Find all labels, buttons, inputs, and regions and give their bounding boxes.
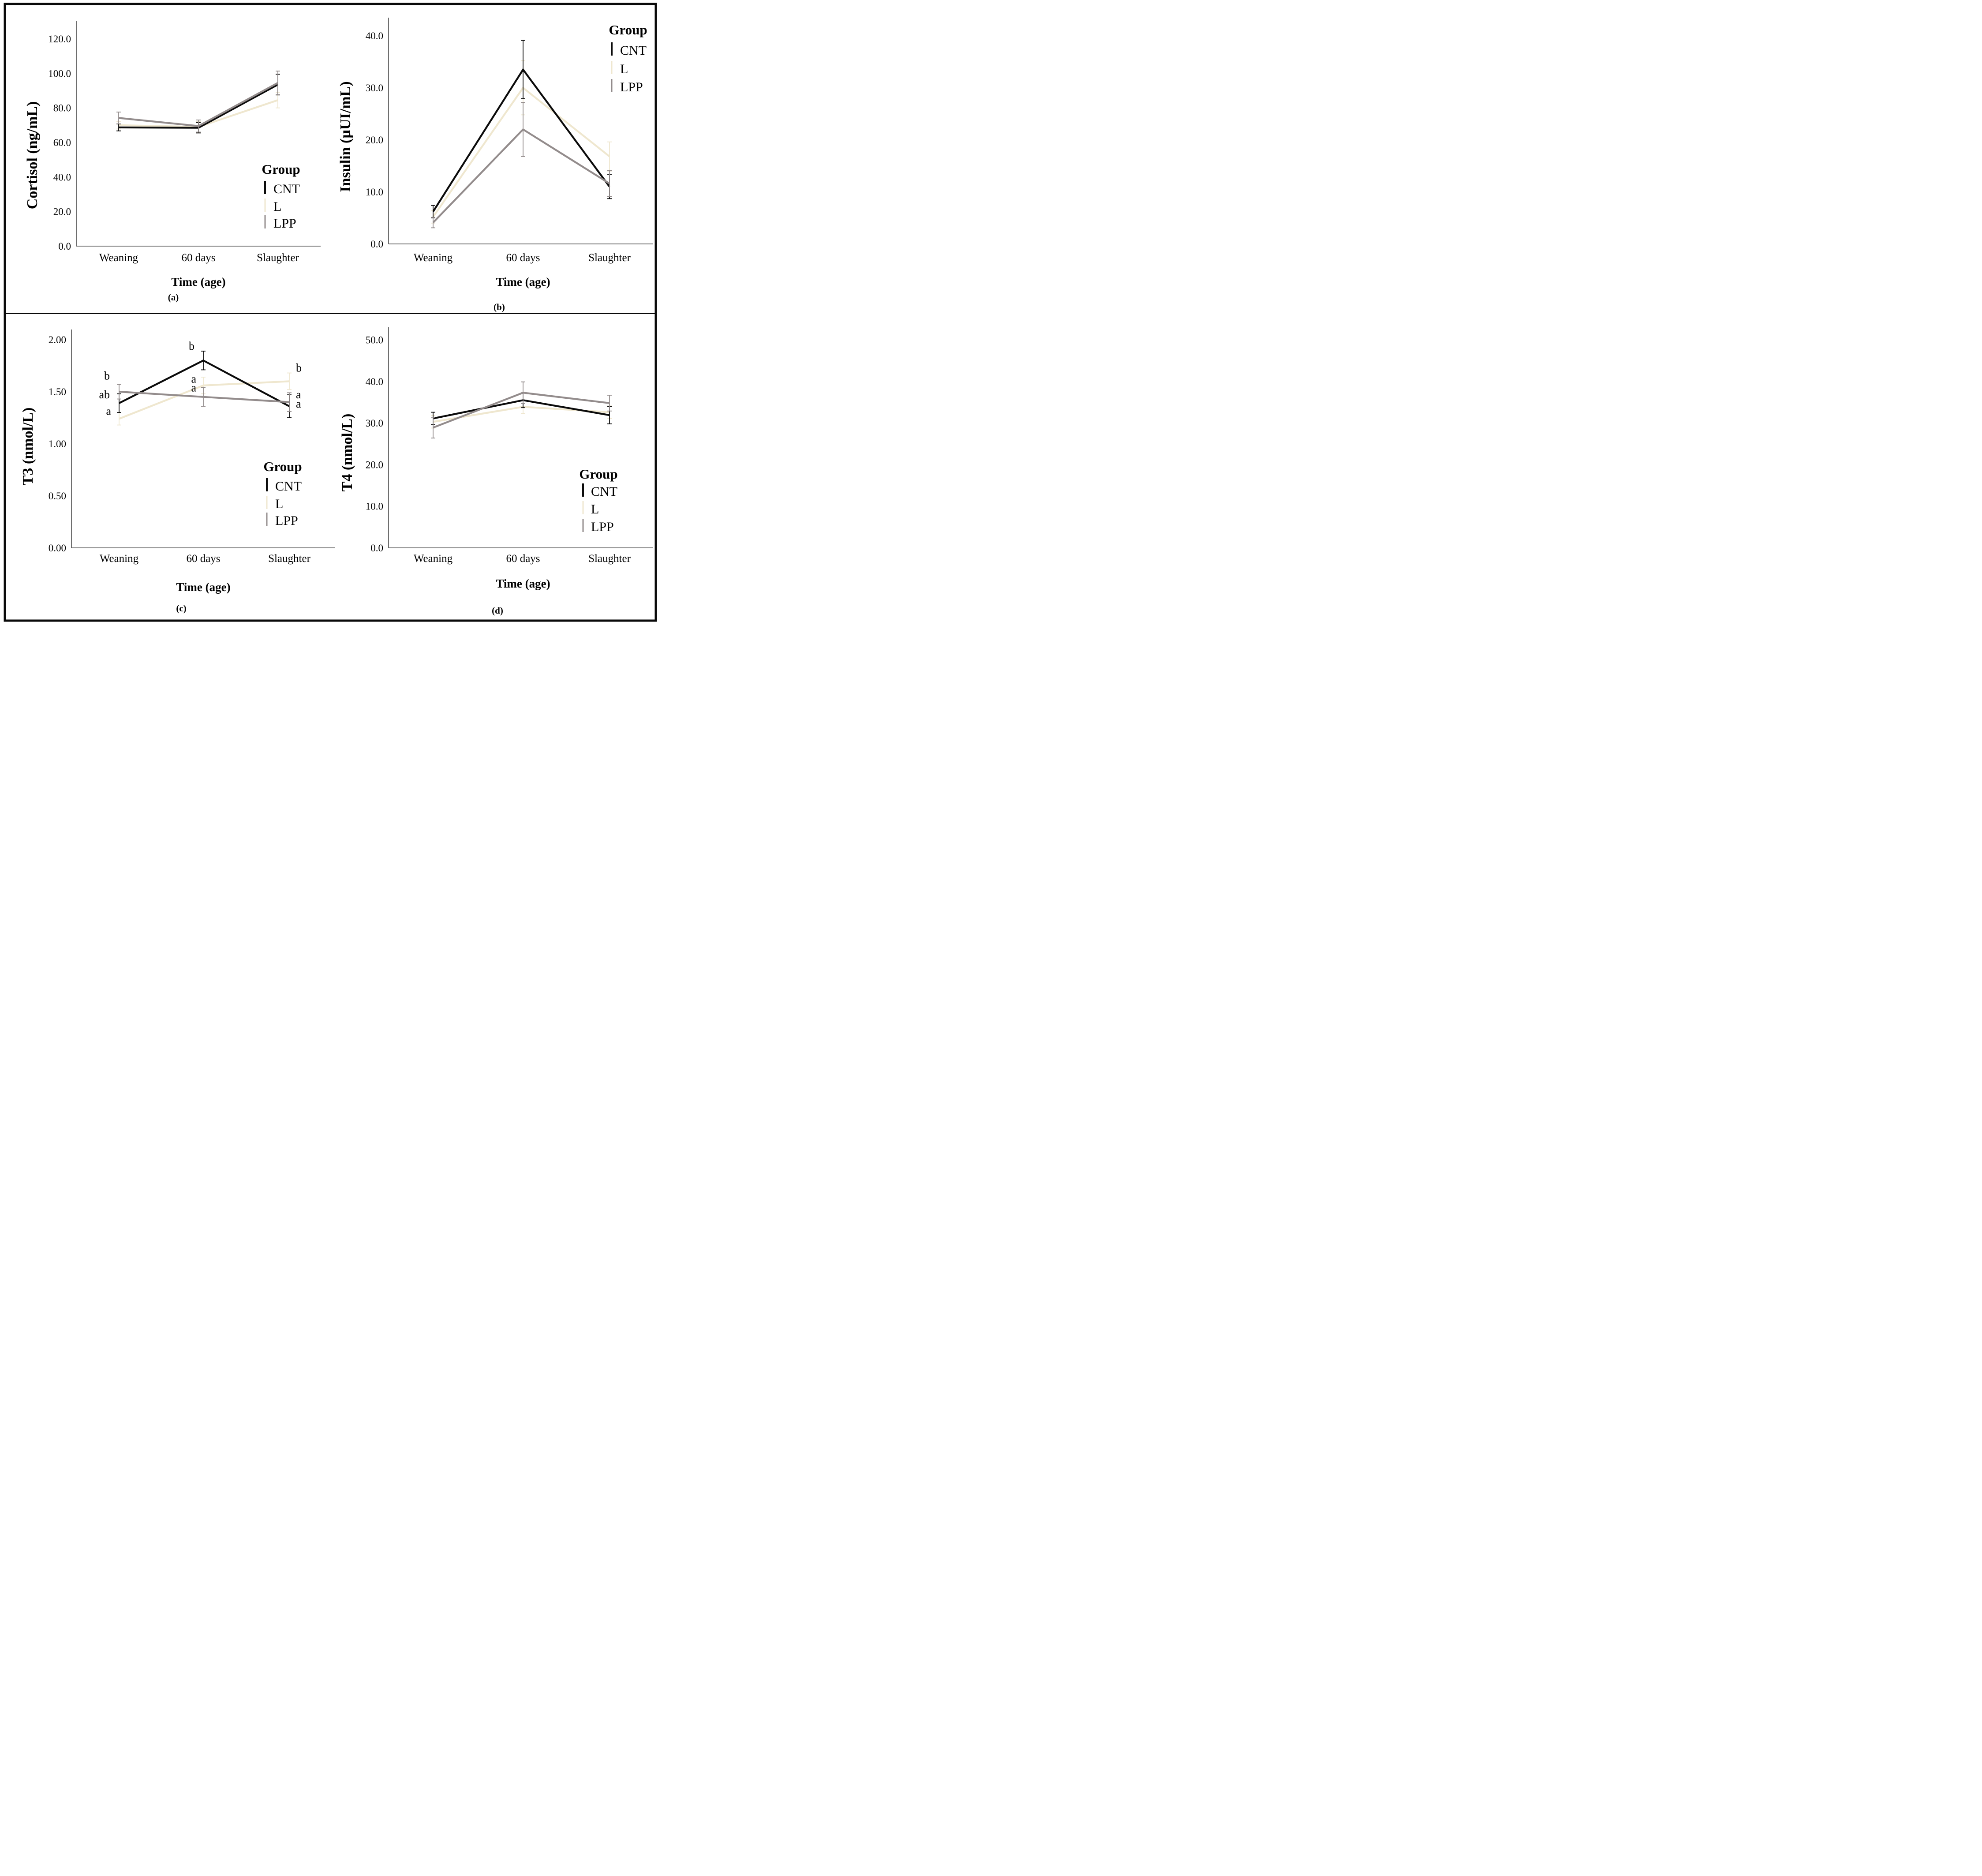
significance-letter: a — [106, 405, 111, 418]
x-category-label: Weaning — [100, 553, 139, 565]
y-tick-label: 80.0 — [53, 103, 71, 114]
y-tick-label: 1.50 — [49, 386, 66, 397]
y-tick-label: 10.0 — [366, 501, 383, 512]
panel-a: Cortisol (ng/mL) Time (age) Group (a) 0.… — [24, 21, 321, 303]
y-tick-label: 2.00 — [49, 334, 66, 345]
significance-letter: a — [191, 382, 196, 394]
legend-entry-label-CNT: CNT — [273, 182, 300, 196]
y-tick-label: 0.00 — [49, 543, 66, 554]
series-line-LPP — [433, 392, 610, 429]
y-tick-label: 0.50 — [49, 491, 66, 502]
y-axis-title-b: Insulin (µUI/mL) — [337, 81, 354, 192]
y-axis-title-c: T3 (nmol/L) — [20, 408, 36, 486]
significance-letter: a — [296, 388, 301, 401]
series-line-CNT — [119, 359, 290, 407]
x-category-label: Weaning — [414, 252, 453, 264]
x-category-label: Slaughter — [257, 252, 299, 264]
series-line-LPP — [118, 82, 279, 127]
series-line-CNT — [432, 67, 610, 212]
legend-entry-label-CNT: CNT — [275, 479, 302, 494]
significance-letter: b — [189, 340, 194, 352]
panel-c-dynamic: 0.00 0.50 1.00 1.50 2.00 Weaning 60 days Slaugh… — [49, 330, 335, 565]
y-tick-label: 120.0 — [48, 34, 71, 45]
legend-entry-label-LPP: LPP — [620, 80, 643, 94]
legend-title-a: Group — [262, 161, 300, 177]
x-axis-title-b: Time (age) — [496, 275, 550, 288]
x-category-label: 60 days — [506, 553, 540, 565]
y-tick-label: 20.0 — [366, 459, 383, 470]
x-category-label: Weaning — [99, 252, 138, 264]
y-tick-label: 0.0 — [370, 239, 383, 250]
legend-entry-label-LPP: LPP — [591, 520, 614, 534]
legend-entry-label-CNT: CNT — [591, 484, 617, 499]
series-line-LPP — [432, 128, 610, 224]
series-line-LPP — [119, 390, 290, 403]
significance-letter: b — [104, 369, 110, 382]
y-axis-title-a: Cortisol (ng/mL) — [24, 101, 41, 210]
y-tick-label: 30.0 — [366, 418, 383, 429]
legend-title-c: Group — [263, 459, 302, 474]
y-tick-label: 50.0 — [366, 335, 383, 346]
x-category-label: Slaughter — [588, 553, 631, 565]
panel-a-dynamic: 0.0 20.0 40.0 60.0 80.0 100.0 120.0 Weaning 60 d… — [48, 21, 321, 264]
y-tick-label: 60.0 — [53, 137, 71, 148]
legend-entry-label-LPP: LPP — [273, 216, 296, 231]
x-category-label: Weaning — [414, 553, 453, 565]
y-tick-label: 40.0 — [53, 172, 71, 183]
legend-entry-label-L: L — [275, 497, 283, 511]
legend-entry-label-L: L — [273, 199, 281, 214]
y-tick-label: 1.00 — [49, 438, 66, 449]
significance-letter: ab — [99, 388, 110, 401]
x-axis-title-c: Time (age) — [176, 580, 230, 594]
x-category-label: Slaughter — [588, 252, 631, 264]
y-tick-label: 30.0 — [366, 82, 383, 94]
x-axis-title-d: Time (age) — [496, 577, 550, 590]
significance-letter: a — [191, 373, 196, 386]
y-tick-label: 0.0 — [370, 543, 383, 554]
series-line-L — [119, 380, 290, 420]
x-category-label: 60 days — [506, 252, 540, 264]
panel-d: T4 (nmol/L) Time (age) Group (d) 0.0 10.0… — [339, 327, 653, 616]
legend-entry-label-LPP: LPP — [275, 513, 298, 528]
x-category-label: 60 days — [181, 252, 215, 264]
y-tick-label: 0.0 — [58, 241, 71, 252]
figure-frame — [4, 3, 657, 622]
significance-letter: a — [296, 397, 301, 410]
panel-b-dynamic: 0.0 10.0 20.0 30.0 40.0 Weaning 60 days Slaught… — [366, 18, 653, 264]
x-category-label: 60 days — [186, 553, 220, 565]
legend-entry-label-L: L — [591, 502, 599, 517]
series-line-L — [433, 406, 610, 423]
x-category-label: Slaughter — [268, 553, 310, 565]
y-tick-label: 10.0 — [366, 187, 383, 198]
y-tick-label: 40.0 — [366, 30, 383, 41]
y-tick-label: 40.0 — [366, 376, 383, 387]
y-tick-label: 20.0 — [366, 135, 383, 146]
panel-c: T3 (nmol/L) Time (age) Group (c) 0.00 0.5… — [20, 330, 335, 614]
legend-entry-label-CNT: CNT — [620, 43, 647, 58]
legend-title-b: Group — [609, 22, 647, 37]
significance-letter: b — [296, 362, 302, 374]
panel-b: Insulin (µUI/mL) Time (age) Group (b) 0.… — [337, 18, 653, 312]
legend-title-d: Group — [579, 466, 617, 482]
x-axis-title-a: Time (age) — [171, 275, 225, 288]
panel-caption-d: (d) — [492, 605, 503, 616]
y-tick-label: 20.0 — [53, 206, 71, 217]
panel-caption-a: (a) — [168, 292, 179, 303]
panel-d-dynamic: 0.0 10.0 20.0 30.0 40.0 50.0 Weaning 60 days Sla… — [366, 327, 653, 565]
panel-caption-c: (c) — [176, 603, 186, 614]
y-tick-label: 100.0 — [48, 68, 71, 79]
series-line-CNT — [433, 399, 610, 419]
panel-caption-b: (b) — [494, 302, 505, 312]
legend-entry-label-L: L — [620, 62, 628, 76]
y-axis-title-d: T4 (nmol/L) — [339, 414, 355, 492]
figure-panel-grid: Cortisol (ng/mL) Time (age) Group (a) 0.… — [0, 0, 661, 625]
